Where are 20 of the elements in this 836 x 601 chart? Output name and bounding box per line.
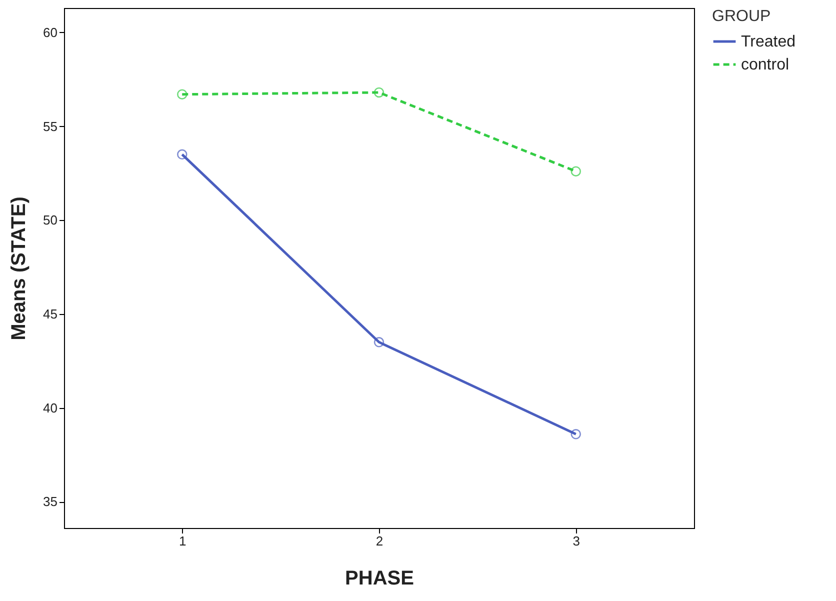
point [570,429,581,440]
x-tick-label: 1 [179,534,186,548]
y-axis-title: Means (STATE) [8,196,30,340]
legend-label: Treated [741,34,796,50]
point [177,89,188,100]
point [374,337,384,348]
y-tick-label: 60 [43,24,58,40]
y-tick-label: 40 [43,400,58,416]
x-axis-title: PHASE [345,568,414,590]
y-tick-label: 50 [43,212,58,228]
point [374,87,384,98]
x-tick-label: 3 [572,534,580,548]
point [177,149,188,160]
y-tick-label: 45 [43,306,58,322]
y-tick-label: 55 [43,118,58,134]
point [570,166,581,176]
legend-label: control [741,56,790,74]
legend-title: GROUP [712,8,771,25]
x-tick-label: 2 [376,534,384,548]
y-tick-label: 35 [43,494,58,510]
